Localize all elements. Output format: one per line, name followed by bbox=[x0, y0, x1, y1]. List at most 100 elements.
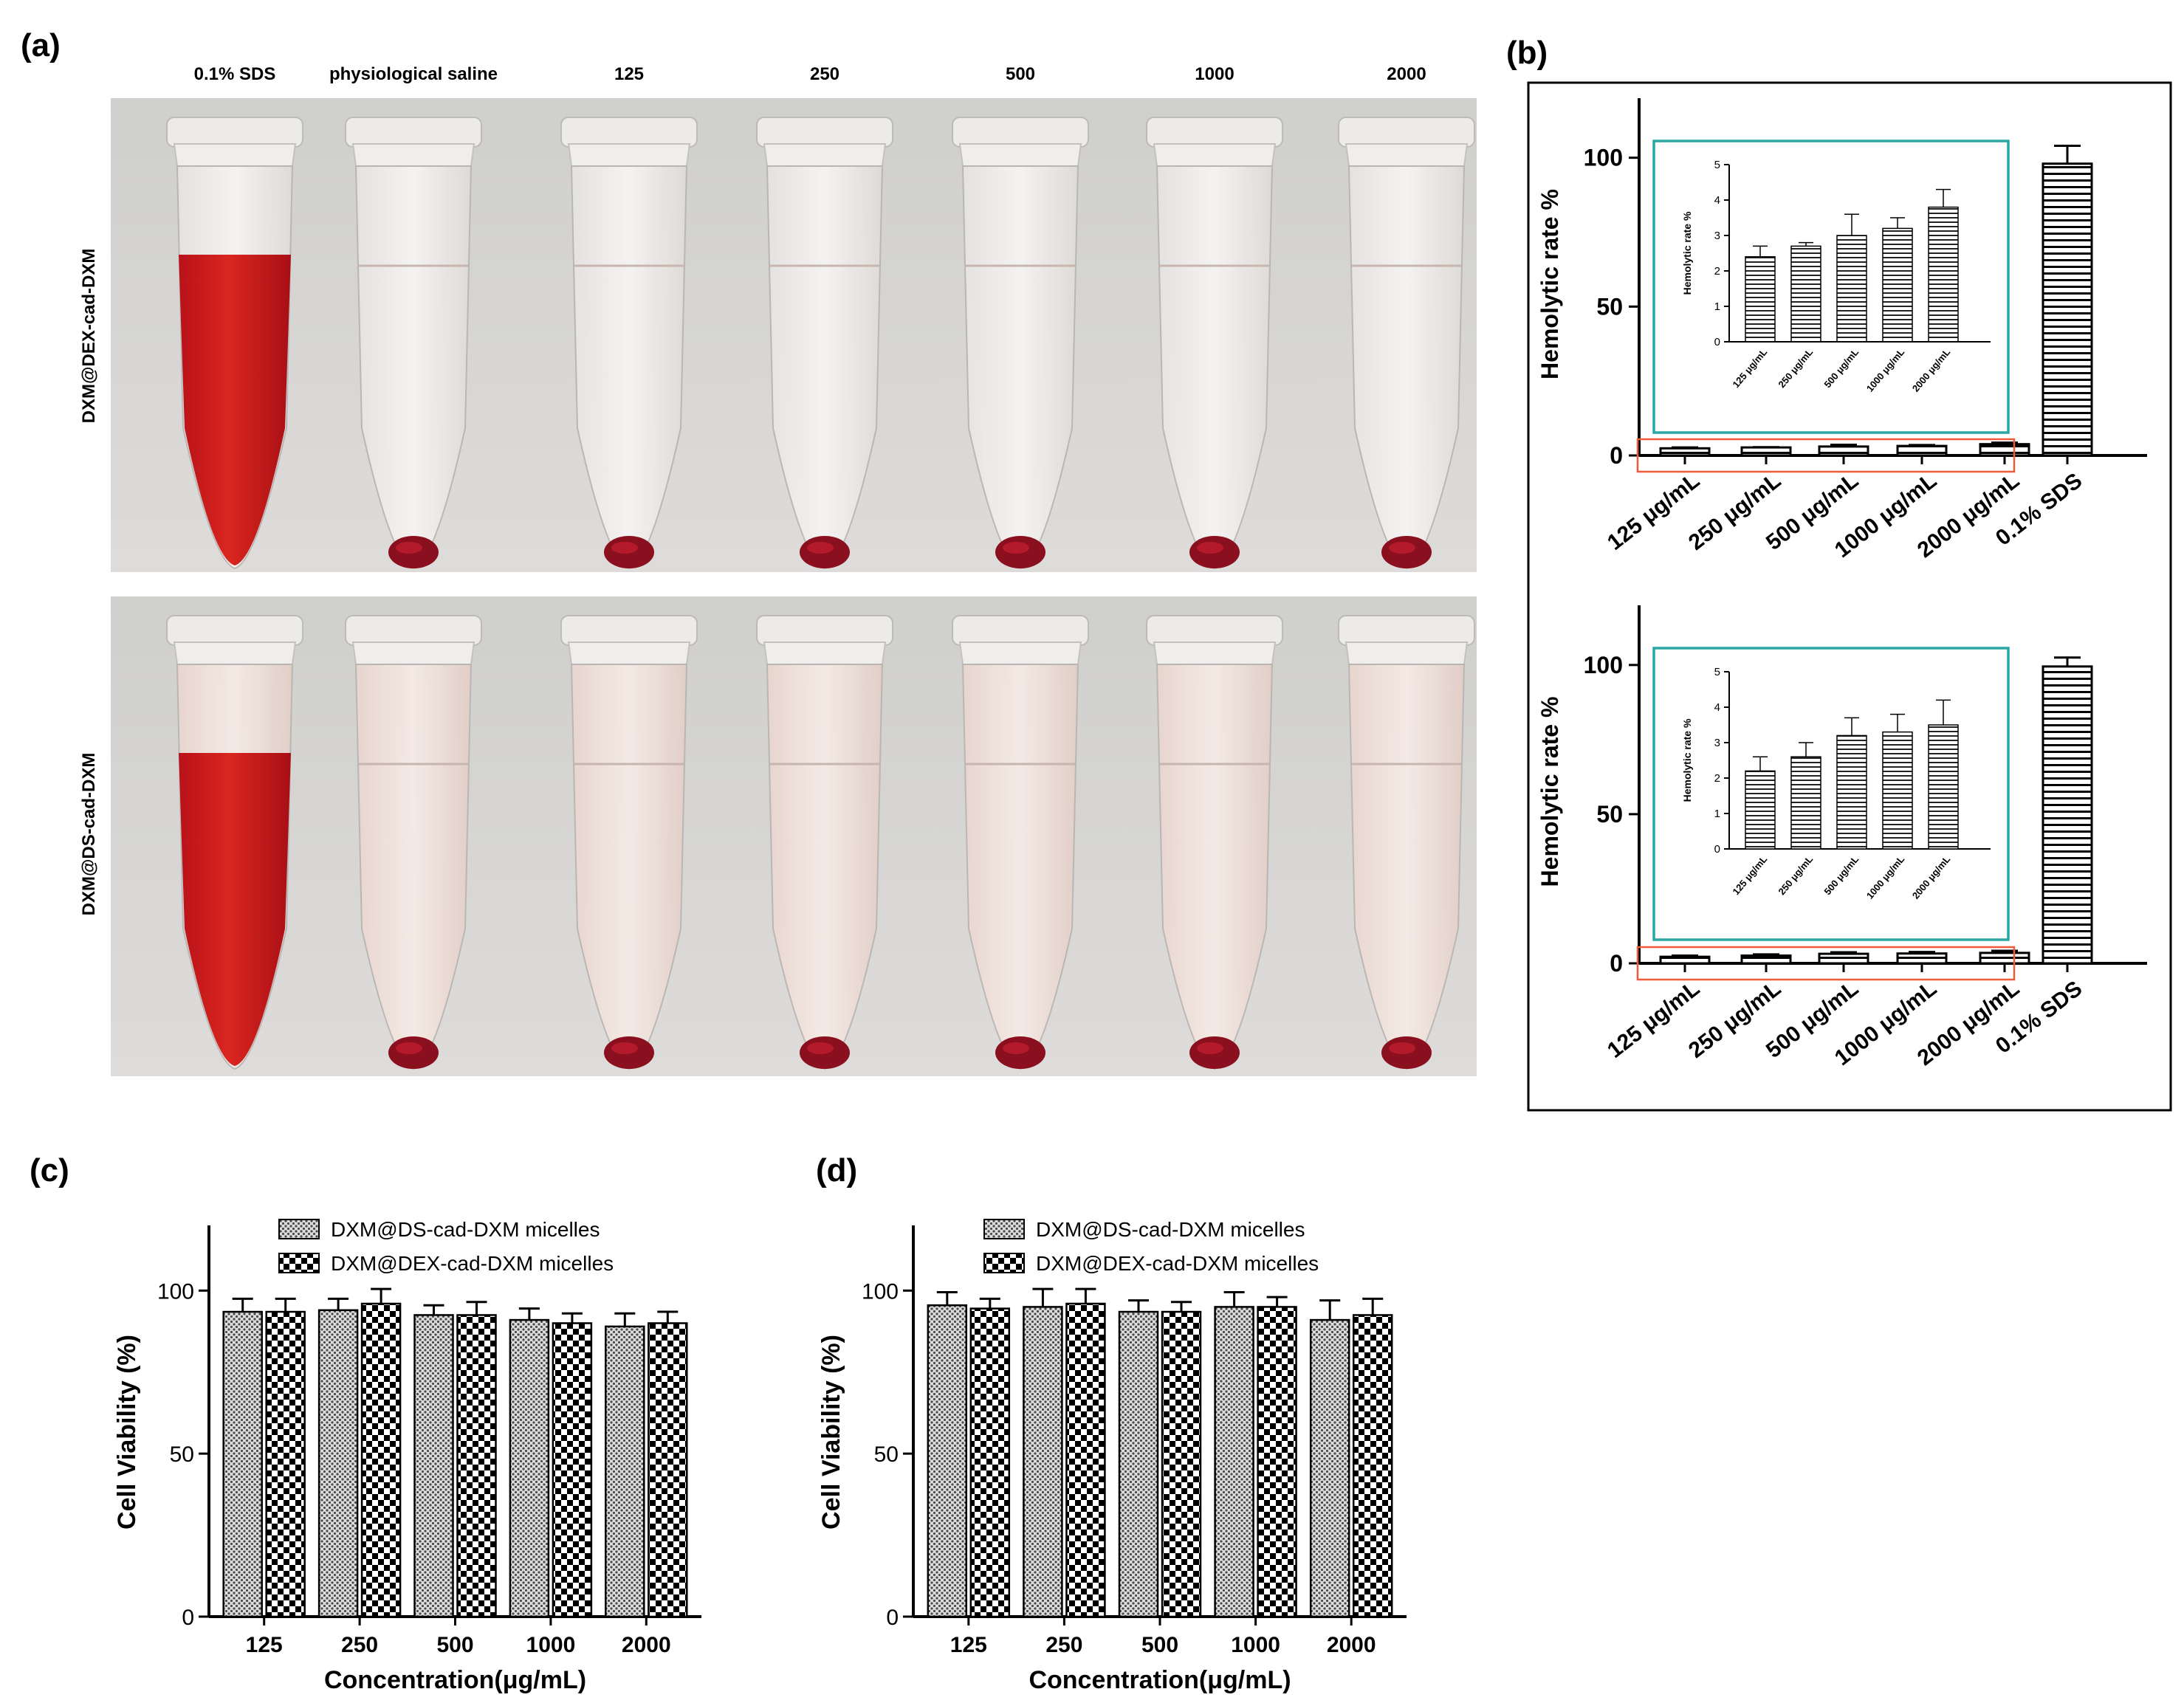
tube-neck bbox=[1345, 641, 1469, 665]
bar bbox=[1118, 1310, 1159, 1618]
y-axis-label: Cell Viability (%) bbox=[113, 1335, 141, 1530]
legend-swatch bbox=[278, 1219, 320, 1239]
x-tick-label: 2000 bbox=[622, 1633, 671, 1657]
tube-neck bbox=[173, 641, 297, 665]
bar bbox=[1818, 445, 1869, 457]
tube-neck bbox=[763, 143, 887, 167]
tube bbox=[952, 615, 1089, 1070]
rbc-pellet-highlight bbox=[611, 1042, 638, 1054]
panel-b-frame bbox=[1527, 81, 2172, 1112]
x-tick-label: 500 bbox=[1141, 1633, 1178, 1657]
y-tick-label: 50 bbox=[170, 1442, 194, 1467]
bar bbox=[360, 1302, 402, 1618]
rbc-pellet-highlight bbox=[807, 542, 834, 554]
rbc-pellet-highlight bbox=[611, 542, 638, 554]
tube bbox=[560, 117, 698, 570]
tube-neck bbox=[567, 143, 691, 167]
inset-bar bbox=[1836, 235, 1867, 343]
tube-neck bbox=[351, 641, 475, 665]
bar bbox=[1214, 1306, 1254, 1618]
legend-swatch bbox=[983, 1253, 1025, 1273]
bar bbox=[969, 1307, 1011, 1618]
rbc-pellet-highlight bbox=[1389, 1042, 1415, 1054]
inset-y-tick-label: 3 bbox=[1714, 737, 1720, 749]
y-tick-label: 50 bbox=[1596, 801, 1623, 828]
bar bbox=[1065, 1302, 1106, 1618]
y-tick-label: 0 bbox=[1610, 950, 1623, 977]
inset-bar bbox=[1836, 734, 1867, 850]
tube-cap bbox=[166, 615, 303, 646]
inset-y-axis-label: Hemolytic rate % bbox=[1681, 718, 1693, 802]
bar bbox=[1257, 1306, 1297, 1618]
x-tick-label: 125 bbox=[950, 1633, 987, 1657]
y-tick-label: 50 bbox=[874, 1442, 899, 1467]
tube bbox=[756, 615, 893, 1070]
bar bbox=[1309, 1318, 1350, 1618]
tube-neck bbox=[1153, 143, 1277, 167]
bar bbox=[265, 1310, 306, 1618]
bar bbox=[1979, 952, 2030, 965]
red-hemolysed-liquid bbox=[179, 255, 291, 565]
y-tick-label: 100 bbox=[862, 1279, 899, 1304]
red-hemolysed-liquid bbox=[179, 753, 291, 1066]
tube-cap bbox=[756, 615, 893, 646]
inset-y-tick-label: 2 bbox=[1714, 772, 1720, 785]
legend-label: DXM@DEX-cad-DXM micelles bbox=[1036, 1252, 1319, 1275]
panel-c-label: (c) bbox=[30, 1152, 69, 1188]
tube-column-label: 125 bbox=[614, 64, 644, 84]
x-tick-label: 1000 bbox=[526, 1633, 576, 1657]
row-label-dex: DXM@DEX-cad-DXM bbox=[79, 249, 99, 424]
tube-column-label: 500 bbox=[1006, 64, 1035, 84]
legend-label: DXM@DS-cad-DXM micelles bbox=[1036, 1218, 1305, 1241]
bar bbox=[1659, 955, 1711, 965]
inset-y-tick-label: 1 bbox=[1714, 808, 1720, 820]
bar bbox=[605, 1325, 645, 1618]
zoom-highlight-box bbox=[1636, 946, 2016, 981]
x-tick-label: 125 bbox=[246, 1633, 283, 1657]
bar bbox=[648, 1322, 688, 1618]
inset-y-tick-label: 2 bbox=[1714, 265, 1720, 278]
rbc-pellet-highlight bbox=[1003, 1042, 1029, 1054]
inset-bar bbox=[1745, 256, 1776, 343]
bar bbox=[2042, 665, 2093, 965]
inset-bar bbox=[1928, 206, 1959, 343]
tube-column-label: 0.1% SDS bbox=[194, 64, 276, 84]
bar bbox=[456, 1314, 497, 1618]
panel-c: (c) 0 50 100 Cell Viability (%) Concentratio… bbox=[30, 1152, 701, 1694]
tube bbox=[345, 117, 482, 570]
tube bbox=[952, 117, 1089, 570]
inset-y-tick-label: 5 bbox=[1714, 159, 1720, 171]
y-axis-label: Hemolytic rate % bbox=[1536, 697, 1563, 887]
inset-bar bbox=[1790, 756, 1821, 850]
rbc-pellet-highlight bbox=[807, 1042, 834, 1054]
y-tick-label: 100 bbox=[1584, 145, 1623, 171]
inset-bar bbox=[1928, 724, 1959, 850]
tube bbox=[1146, 117, 1283, 570]
inset-y-axis-label: Hemolytic rate % bbox=[1681, 211, 1693, 295]
x-axis-label: Concentration(μg/mL) bbox=[324, 1666, 586, 1694]
y-tick-label: 100 bbox=[157, 1279, 194, 1304]
bar bbox=[1659, 447, 1711, 457]
tube bbox=[1146, 615, 1283, 1070]
panel-a: (a) 0.1% SDS physiological saline 125 250 50… bbox=[21, 27, 1477, 1076]
inset-y-tick-label: 4 bbox=[1714, 194, 1720, 207]
panel-d-label: (d) bbox=[816, 1152, 857, 1188]
panel-d: (d) 0 50 100 Cell Viability (%) Concentratio… bbox=[816, 1152, 1407, 1694]
tube-cap bbox=[1338, 615, 1475, 646]
bar bbox=[1740, 954, 1792, 965]
tube-neck bbox=[351, 143, 475, 167]
bar bbox=[1979, 443, 2030, 457]
y-axis-label: Cell Viability (%) bbox=[817, 1335, 845, 1530]
bar bbox=[1740, 446, 1792, 457]
tube-neck bbox=[958, 143, 1082, 167]
tube-cap bbox=[166, 117, 303, 148]
bar bbox=[1896, 444, 1948, 457]
bar bbox=[1896, 952, 1948, 965]
inset-y-tick-label: 5 bbox=[1714, 666, 1720, 678]
tube-column-label: 2000 bbox=[1387, 64, 1426, 84]
inset-bar bbox=[1882, 227, 1913, 343]
bar bbox=[413, 1314, 454, 1618]
inset-y-tick-label: 0 bbox=[1714, 843, 1720, 856]
